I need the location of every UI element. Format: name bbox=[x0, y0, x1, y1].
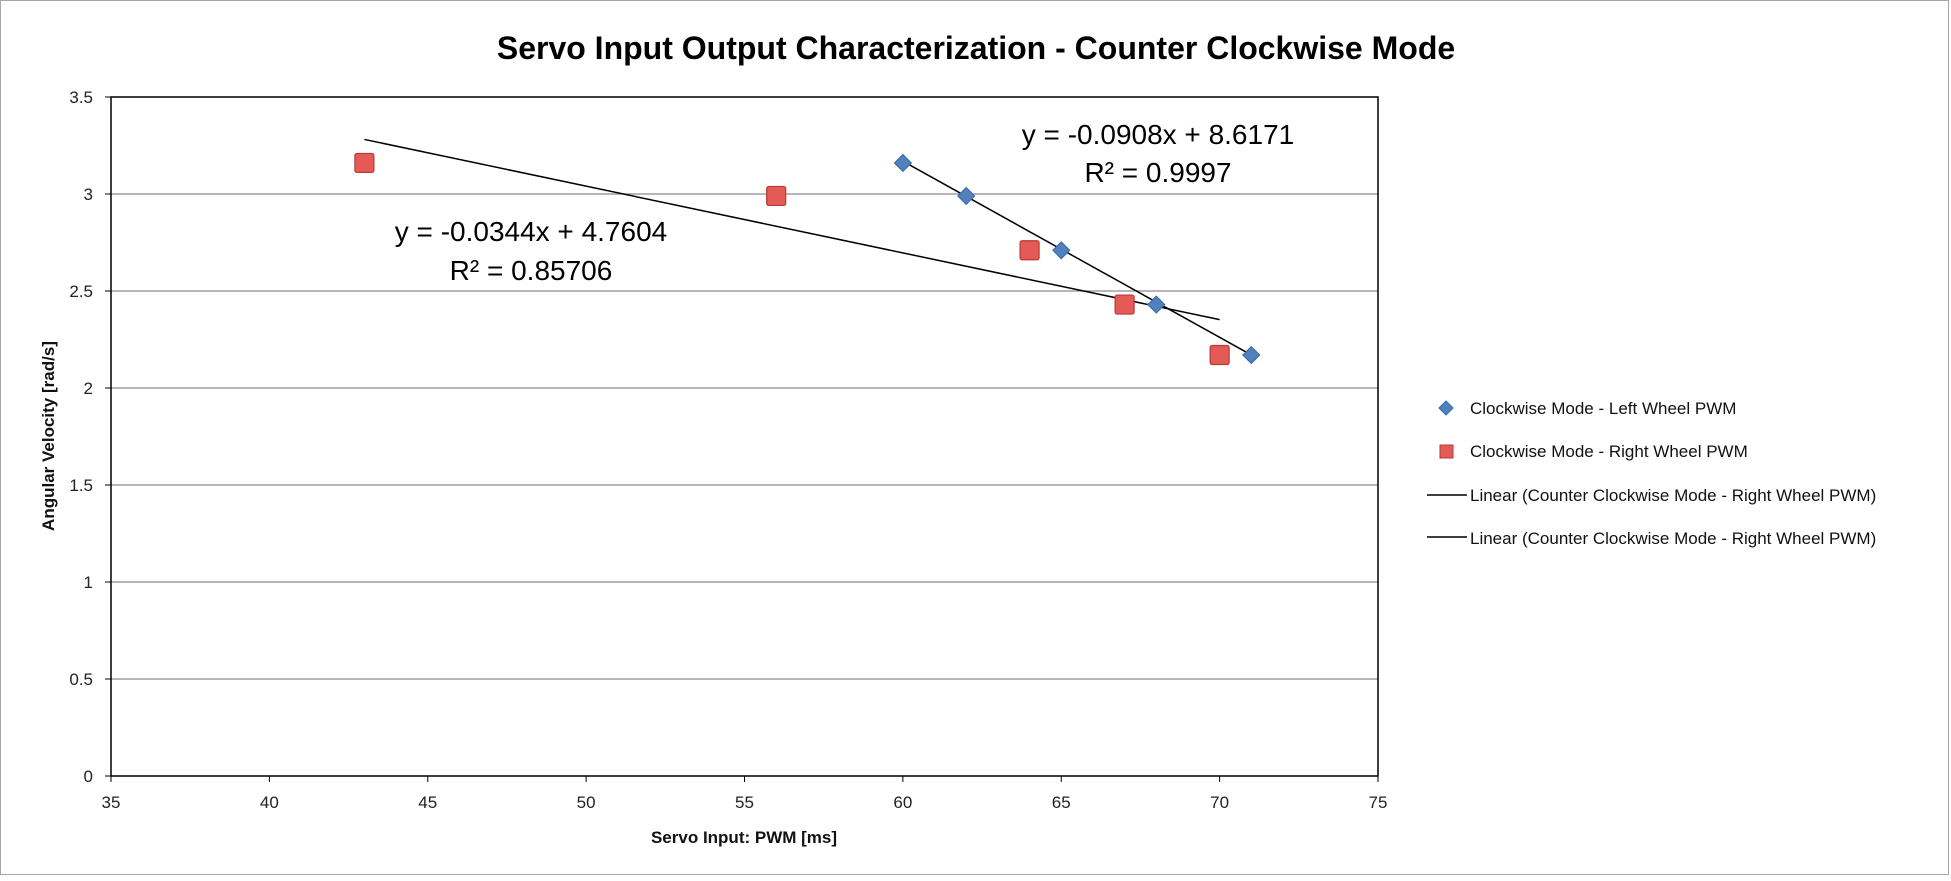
legend-item-right-wheel: Clockwise Mode - Right Wheel PWM bbox=[1439, 442, 1748, 461]
trendline-2-equation: y = -0.0344x + 4.7604 bbox=[395, 216, 667, 247]
x-tick-label: 55 bbox=[735, 793, 754, 812]
legend-item-trendline-2: Linear (Counter Clockwise Mode - Right W… bbox=[1427, 529, 1876, 548]
y-tick-label: 2.5 bbox=[69, 282, 93, 301]
trendline-1-r2: R² = 0.9997 bbox=[1084, 157, 1231, 188]
x-tick-label: 35 bbox=[102, 793, 121, 812]
y-tick-label: 0 bbox=[84, 767, 93, 786]
trendline-2-label: y = -0.0344x + 4.7604 R² = 0.85706 bbox=[395, 216, 667, 286]
legend-square-icon bbox=[1439, 444, 1454, 459]
y-tick-label: 2 bbox=[84, 379, 93, 398]
legend: Clockwise Mode - Left Wheel PWM Clockwis… bbox=[1427, 399, 1876, 548]
right-wheel-point bbox=[1209, 344, 1230, 366]
trendline-2 bbox=[364, 138, 1220, 321]
legend-item-left-wheel: Clockwise Mode - Left Wheel PWM bbox=[1438, 399, 1736, 418]
legend-label: Clockwise Mode - Right Wheel PWM bbox=[1470, 442, 1748, 461]
plot-area bbox=[110, 96, 1379, 777]
y-tick-label: 1 bbox=[84, 573, 93, 592]
y-axis-title: Angular Velocity [rad/s] bbox=[39, 341, 58, 531]
left-wheel-point bbox=[893, 153, 913, 173]
x-tick-label: 50 bbox=[577, 793, 596, 812]
y-tick-label: 1.5 bbox=[69, 476, 93, 495]
x-tick-label: 75 bbox=[1369, 793, 1388, 812]
trendline-1 bbox=[902, 160, 1252, 356]
x-tick-label: 45 bbox=[418, 793, 437, 812]
right-wheel-point bbox=[1114, 294, 1135, 315]
legend-label: Linear (Counter Clockwise Mode - Right W… bbox=[1470, 486, 1876, 505]
x-tick-label: 65 bbox=[1052, 793, 1071, 812]
trendline-1-equation: y = -0.0908x + 8.6171 bbox=[1022, 119, 1294, 150]
x-tick-label: 70 bbox=[1210, 793, 1229, 812]
left-wheel-point bbox=[1052, 241, 1071, 260]
x-tick-label: 40 bbox=[260, 793, 279, 812]
right-wheel-point bbox=[766, 185, 787, 207]
gridlines bbox=[111, 193, 1378, 680]
left-wheel-point bbox=[957, 186, 976, 206]
y-tick-label: 3 bbox=[84, 185, 93, 204]
x-axis-title: Servo Input: PWM [ms] bbox=[651, 828, 837, 847]
right-wheel-point bbox=[1019, 240, 1040, 261]
right-wheel-point bbox=[354, 152, 375, 174]
legend-label: Clockwise Mode - Left Wheel PWM bbox=[1470, 399, 1736, 418]
chart-title: Servo Input Output Characterization - Co… bbox=[497, 30, 1455, 66]
left-wheel-point bbox=[1147, 295, 1166, 314]
trendline-1-label: y = -0.0908x + 8.6171 R² = 0.9997 bbox=[1022, 119, 1294, 188]
data-points bbox=[354, 152, 1261, 366]
y-tick-label: 3.5 bbox=[69, 88, 93, 107]
legend-label: Linear (Counter Clockwise Mode - Right W… bbox=[1470, 529, 1876, 548]
trendline-2-r2: R² = 0.85706 bbox=[450, 255, 613, 286]
legend-diamond-icon bbox=[1438, 400, 1454, 416]
legend-item-trendline-1: Linear (Counter Clockwise Mode - Right W… bbox=[1427, 486, 1876, 505]
x-tick-label: 60 bbox=[893, 793, 912, 812]
left-wheel-point bbox=[1242, 345, 1261, 365]
axis-ticks: 0 0.5 1 1.5 2 2.5 3 3.5 35 40 45 50 55 60 65 70 75 bbox=[69, 88, 1387, 812]
y-tick-label: 0.5 bbox=[69, 670, 93, 689]
